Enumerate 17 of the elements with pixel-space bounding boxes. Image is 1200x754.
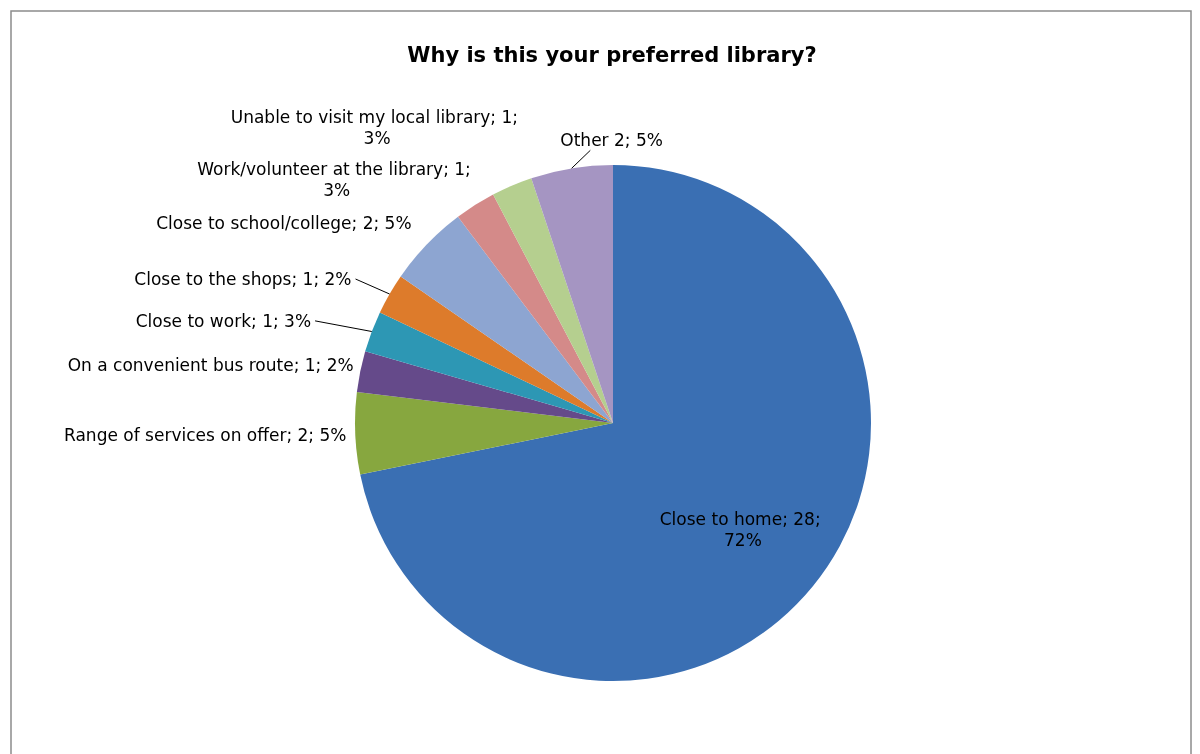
slice-label: Close to school/college; 2; 5%: [156, 213, 412, 234]
pie-slice: [531, 165, 613, 423]
slice-label: Unable to visit my local library; 1; 3%: [230, 107, 524, 149]
slice-label: Other 2; 5%: [560, 130, 663, 151]
slice-label: Close to home; 28; 72%: [659, 508, 827, 550]
slice-label: On a convenient bus route; 1; 2%: [67, 355, 354, 376]
pie-slice: [356, 351, 613, 423]
slice-label: Close to the shops; 1; 2%: [134, 269, 352, 289]
slice-label: Close to work; 1; 3%: [135, 310, 312, 331]
pie-slice: [458, 194, 613, 423]
pie-slice: [355, 391, 613, 475]
slice-label: Range of services on offer; 2; 5%: [64, 424, 347, 445]
chart-title: Why is this your preferred library?: [407, 43, 817, 67]
pie-slice: [365, 312, 613, 423]
pie-slice: [493, 178, 613, 423]
slice-label: Work/volunteer at the library; 1; 3%: [197, 159, 477, 201]
pie-slice: [379, 276, 613, 423]
